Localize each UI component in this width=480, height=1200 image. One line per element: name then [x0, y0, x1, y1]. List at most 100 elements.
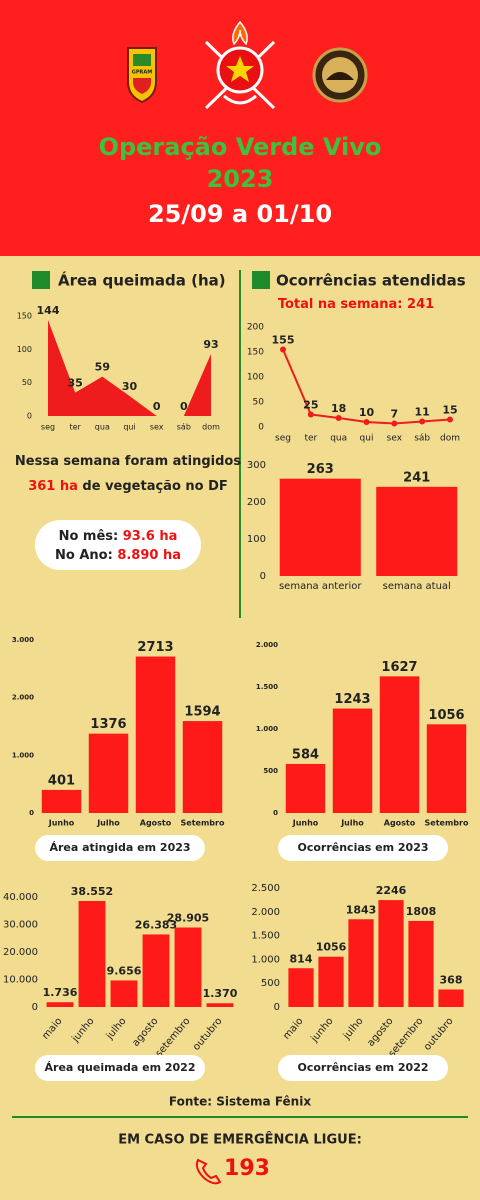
caption: Ocorrências em 2023	[297, 841, 428, 854]
x-tick-label: qui	[123, 423, 135, 432]
x-tick-label: semana anterior	[279, 581, 362, 592]
y-tick-label: 0	[273, 809, 278, 817]
bar	[182, 721, 223, 813]
y-tick-label: 200	[247, 497, 266, 508]
title: Operação Verde Vivo	[99, 133, 382, 161]
point	[335, 415, 342, 421]
x-tick-label: seg	[275, 434, 291, 444]
x-tick-label: dom	[202, 423, 220, 432]
caption: Ocorrências em 2022	[297, 1061, 428, 1074]
bar	[174, 927, 202, 1007]
bar	[206, 1003, 234, 1007]
y-tick-label: 10.000	[3, 975, 38, 986]
bar	[288, 968, 314, 1007]
bar	[379, 676, 420, 813]
bar	[438, 989, 464, 1007]
y-tick-label: 50	[253, 398, 265, 408]
totals-box	[35, 520, 201, 570]
y-tick-label: 100	[247, 373, 264, 383]
value-label: 814	[290, 952, 313, 965]
x-tick-label: Setembro	[425, 819, 469, 828]
y-tick-label: 150	[247, 348, 264, 358]
y-tick-label: 0	[258, 423, 264, 433]
year-label: No Ano:	[55, 548, 113, 563]
x-tick-label: Junho	[292, 819, 319, 828]
value-label: 584	[292, 747, 319, 762]
x-tick-label: ter	[304, 434, 317, 444]
y-tick-label: 2.000	[12, 694, 34, 702]
x-tick-label: qua	[95, 423, 110, 432]
summary-after: de vegetação no DF	[82, 479, 227, 494]
total-value: 241	[407, 297, 434, 312]
bar	[78, 900, 106, 1007]
value-label: 401	[48, 773, 75, 788]
x-tick-label: sex	[150, 423, 164, 432]
y-tick-label: 500	[263, 767, 278, 775]
bar	[376, 486, 458, 576]
value-label: 11	[415, 406, 430, 419]
bar	[408, 920, 434, 1007]
y-tick-label: 0	[260, 571, 266, 582]
bar	[332, 708, 373, 813]
phone-icon	[195, 1158, 222, 1185]
y-tick-label: 2.000	[251, 907, 280, 918]
x-tick-label: qua	[330, 434, 347, 444]
left-heading: Área queimada (ha)	[58, 271, 226, 290]
y-tick-label: 50	[22, 378, 32, 387]
bar	[279, 478, 361, 576]
x-tick-label: sáb	[414, 434, 430, 444]
value-label: 1843	[346, 903, 377, 916]
y-tick-label: 0	[32, 1002, 38, 1013]
bar	[135, 656, 176, 813]
value-label: 25	[303, 399, 318, 412]
header-band	[0, 0, 480, 256]
value-label: 28.905	[167, 912, 209, 925]
bar	[426, 724, 467, 813]
value-label: 1056	[428, 708, 464, 723]
value-label: 9.656	[107, 964, 142, 977]
value-label: 1056	[316, 941, 347, 954]
x-tick-label: ter	[69, 423, 81, 432]
x-tick-label: sáb	[177, 423, 191, 432]
y-tick-label: 1.500	[256, 683, 278, 691]
emergency-label: EM CASO DE EMERGÊNCIA LIGUE:	[118, 1132, 362, 1148]
value-label: 30	[122, 380, 138, 393]
value-label: 0	[153, 400, 161, 413]
bar	[378, 900, 404, 1007]
value-label: 59	[95, 361, 110, 374]
source: Fonte: Sistema Fênix	[169, 1095, 311, 1109]
logo-text: GPRAM	[132, 70, 152, 76]
y-tick-label: 2.000	[256, 641, 278, 649]
logo-text: CBMDF	[333, 92, 348, 97]
y-tick-label: 150	[17, 312, 32, 321]
value-label: 15	[442, 404, 457, 417]
x-tick-label: qui	[360, 434, 374, 444]
period: 25/09 a 01/10	[148, 200, 332, 228]
value-label: 93	[203, 338, 218, 351]
caption-box	[278, 1055, 448, 1081]
area	[48, 320, 211, 416]
summary-line: Nessa semana foram atingidos	[15, 454, 241, 469]
y-tick-label: 0	[27, 412, 32, 421]
value-label: 263	[307, 462, 334, 477]
x-tick-label: Agosto	[140, 819, 172, 828]
value-label: 368	[440, 973, 463, 986]
summary-line: 361 ha de vegetação no DF	[28, 479, 228, 494]
y-tick-label: 40.000	[3, 892, 38, 903]
y-tick-label: 1.000	[12, 751, 34, 759]
y-tick-label: 20.000	[3, 947, 38, 958]
bar	[348, 919, 374, 1007]
summary-highlight: 361 ha	[28, 479, 78, 494]
year-total: No Ano: 8.890 ha	[55, 548, 181, 563]
value-label: 26.383	[135, 918, 177, 931]
x-tick-label: Julho	[340, 819, 364, 828]
bar	[41, 789, 82, 813]
point	[280, 346, 286, 353]
month-label: No mês:	[59, 529, 119, 544]
bar	[142, 934, 170, 1007]
bar	[285, 763, 326, 813]
point	[307, 411, 314, 418]
point	[391, 420, 398, 427]
value-label: 35	[68, 377, 83, 390]
